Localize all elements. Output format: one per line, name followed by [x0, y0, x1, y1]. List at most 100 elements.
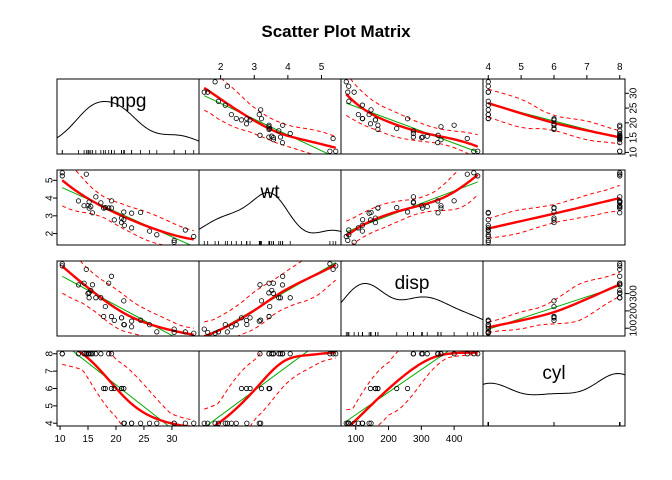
tick-label: 30	[166, 434, 178, 445]
data-point	[121, 321, 127, 328]
data-point	[111, 217, 117, 223]
spread-lower	[249, 357, 336, 426]
data-point	[551, 116, 557, 122]
data-point	[617, 266, 623, 272]
data-point	[551, 215, 557, 221]
data-point	[617, 170, 623, 176]
data-point	[129, 324, 135, 330]
spread-lower	[236, 279, 337, 336]
data-point	[280, 273, 286, 279]
data-point	[617, 295, 623, 301]
data-point	[59, 170, 65, 176]
data-point	[269, 133, 275, 139]
data-point	[215, 420, 222, 426]
data-point	[372, 117, 379, 123]
data-point	[617, 290, 623, 296]
spread-lower	[376, 354, 478, 426]
data-point	[366, 111, 372, 118]
data-point	[287, 351, 293, 357]
spread-upper	[221, 79, 336, 138]
data-point	[438, 205, 444, 211]
data-point	[106, 351, 112, 357]
data-point	[485, 98, 491, 104]
data-point	[137, 420, 144, 426]
tick-label: 400	[446, 434, 463, 445]
data-point	[346, 83, 352, 89]
data-point	[366, 420, 372, 426]
data-point	[438, 203, 444, 209]
data-point	[270, 135, 277, 141]
data-point	[102, 385, 108, 392]
data-point	[98, 351, 104, 357]
data-point	[182, 420, 188, 426]
data-point	[146, 228, 153, 234]
smoother-line	[61, 265, 194, 336]
data-point	[617, 280, 623, 286]
data-point	[258, 385, 265, 392]
data-point	[276, 295, 282, 301]
data-point	[224, 420, 230, 426]
data-point	[154, 232, 160, 238]
data-point	[59, 263, 65, 269]
tick-label: 4	[485, 62, 491, 73]
data-point	[154, 329, 160, 335]
tick-label: 2	[218, 62, 224, 73]
linear-fit-line	[345, 351, 450, 422]
data-point	[327, 148, 333, 154]
tick-label: 4	[45, 420, 56, 426]
linear-fit-line	[205, 351, 309, 426]
data-point	[247, 315, 253, 321]
panel-cyl-vs-disp	[340, 350, 484, 427]
data-point	[86, 205, 92, 211]
data-point	[101, 385, 107, 392]
spread-lower	[62, 363, 123, 426]
data-point	[368, 107, 374, 113]
data-point	[419, 351, 425, 357]
data-point	[111, 317, 117, 324]
data-point	[551, 205, 557, 211]
density-curve-disp	[341, 282, 483, 321]
data-point	[258, 298, 265, 304]
data-point	[394, 205, 400, 211]
chart-title: Scatter Plot Matrix	[261, 22, 411, 41]
spread-upper	[346, 351, 478, 411]
data-point	[257, 132, 263, 138]
tick-label: 3	[45, 213, 56, 219]
data-point	[75, 282, 82, 288]
data-point	[277, 134, 284, 140]
data-point	[435, 132, 441, 138]
data-point	[101, 313, 107, 320]
smoother-line	[61, 179, 194, 241]
data-point	[451, 351, 457, 357]
panel-frame	[482, 260, 626, 337]
density-curve-mpg	[57, 100, 199, 142]
data-point	[258, 317, 264, 323]
data-point	[551, 298, 557, 304]
data-point	[171, 326, 177, 332]
data-point	[146, 420, 153, 426]
tick-label: 8	[45, 351, 56, 357]
data-point	[102, 303, 108, 310]
data-point	[471, 351, 477, 357]
data-point	[410, 130, 416, 137]
data-point	[485, 237, 491, 244]
tick-label: 2	[45, 230, 56, 236]
data-point	[343, 233, 349, 240]
data-point	[343, 420, 349, 426]
data-point	[451, 198, 457, 204]
data-point	[359, 228, 365, 234]
data-point	[98, 295, 104, 301]
data-point	[88, 203, 94, 210]
spread-upper	[350, 79, 478, 136]
data-point	[154, 420, 160, 426]
data-point	[222, 102, 228, 108]
data-point	[485, 228, 491, 234]
data-point	[438, 137, 444, 143]
tick-label: 6	[45, 385, 56, 391]
data-point	[551, 303, 557, 310]
tick-label: 5	[45, 403, 56, 409]
data-point	[171, 237, 177, 244]
data-point	[424, 351, 430, 357]
panel-frame	[56, 260, 200, 337]
data-point	[270, 351, 277, 357]
